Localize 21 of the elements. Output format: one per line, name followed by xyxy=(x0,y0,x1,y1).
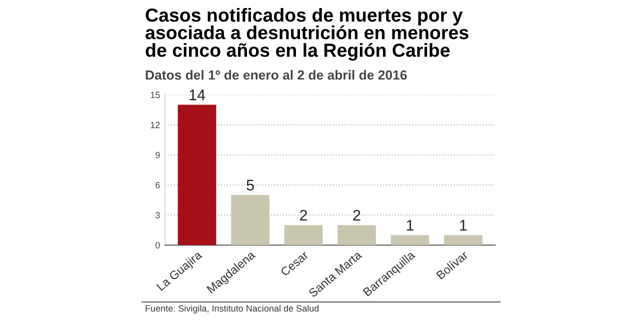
data-label: 1 xyxy=(460,220,467,231)
data-label: 2 xyxy=(353,210,360,221)
bar xyxy=(338,225,376,246)
y-tick-label: 6 xyxy=(156,182,160,188)
chart-title: Casos notificados de muertes por y asociada a desnutrición en menores de cinco años en la Región Caribe xyxy=(146,8,468,61)
y-tick-label: 9 xyxy=(156,152,160,158)
bar xyxy=(231,194,270,246)
data-label: 1 xyxy=(406,220,414,231)
y-tick-label: 15 xyxy=(150,92,160,98)
y-tick-label: 0 xyxy=(156,242,160,248)
data-label: 2 xyxy=(300,210,307,221)
y-tick-label: 3 xyxy=(156,212,160,218)
data-label: 5 xyxy=(246,180,254,191)
bar xyxy=(390,235,430,246)
source-note: Fuente: Sivigila, Instituto Nacional de Salud xyxy=(146,305,319,314)
bar xyxy=(444,235,482,246)
bar xyxy=(178,104,216,246)
data-label: 14 xyxy=(190,90,206,100)
chart-subtitle: Datos del 1º de enero al 2 de abril de 2016 xyxy=(146,70,407,80)
y-tick-label: 12 xyxy=(150,122,160,128)
bar xyxy=(284,225,323,246)
